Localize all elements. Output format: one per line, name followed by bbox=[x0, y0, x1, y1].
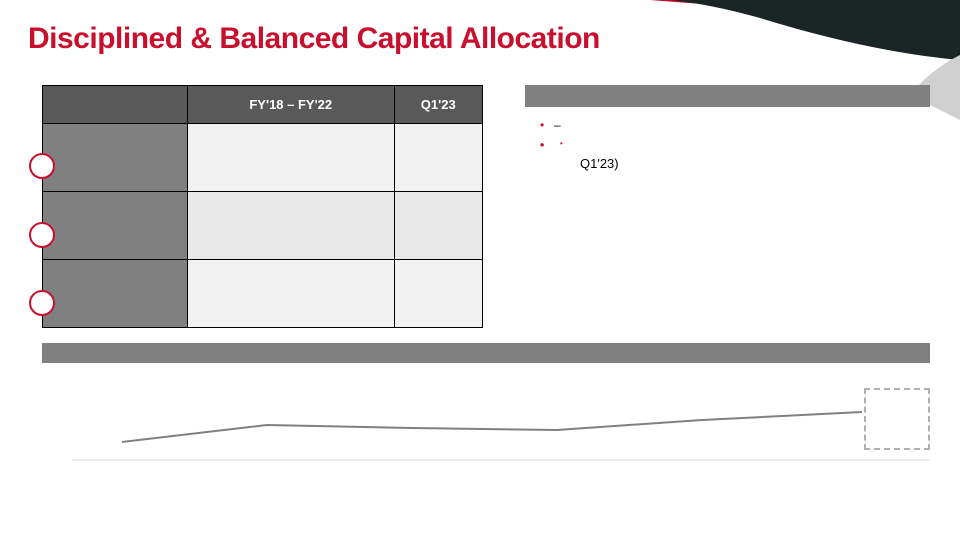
row-icon-2 bbox=[29, 222, 55, 248]
slide-title: Disciplined & Balanced Capital Allocatio… bbox=[28, 22, 600, 56]
table-row bbox=[43, 192, 483, 260]
row-icon-1 bbox=[29, 153, 55, 179]
table-row bbox=[43, 260, 483, 328]
row-3-c2 bbox=[394, 260, 483, 328]
row-1-label bbox=[43, 124, 188, 192]
line-chart-svg bbox=[42, 370, 930, 490]
row-3-c1 bbox=[188, 260, 395, 328]
bullets-list: – Q1'23) bbox=[540, 118, 930, 172]
th-period-2: Q1'23 bbox=[394, 86, 483, 124]
th-blank bbox=[43, 86, 188, 124]
th-period-1: FY'18 – FY'22 bbox=[188, 86, 395, 124]
row-2-label bbox=[43, 192, 188, 260]
chart-callout-box bbox=[864, 388, 930, 450]
row-3-label bbox=[43, 260, 188, 328]
bullets-header-bar bbox=[525, 85, 930, 107]
row-1-c1 bbox=[188, 124, 395, 192]
table-row bbox=[43, 124, 483, 192]
bullet-item: – bbox=[540, 118, 930, 132]
bullets-extra-line: Q1'23) bbox=[580, 156, 930, 172]
swoop-outer bbox=[610, 0, 960, 12]
row-1-c2 bbox=[394, 124, 483, 192]
chart-line bbox=[122, 412, 862, 442]
chart-header-bar bbox=[42, 343, 930, 363]
swoop-mid bbox=[670, 0, 960, 60]
line-chart bbox=[42, 370, 930, 490]
row-2-c2 bbox=[394, 192, 483, 260]
row-icon-3 bbox=[29, 290, 55, 316]
allocation-table-wrap: FY'18 – FY'22 Q1'23 bbox=[42, 85, 483, 328]
row-2-c1 bbox=[188, 192, 395, 260]
bullets-ul: – bbox=[540, 118, 930, 132]
allocation-table: FY'18 – FY'22 Q1'23 bbox=[42, 85, 483, 328]
